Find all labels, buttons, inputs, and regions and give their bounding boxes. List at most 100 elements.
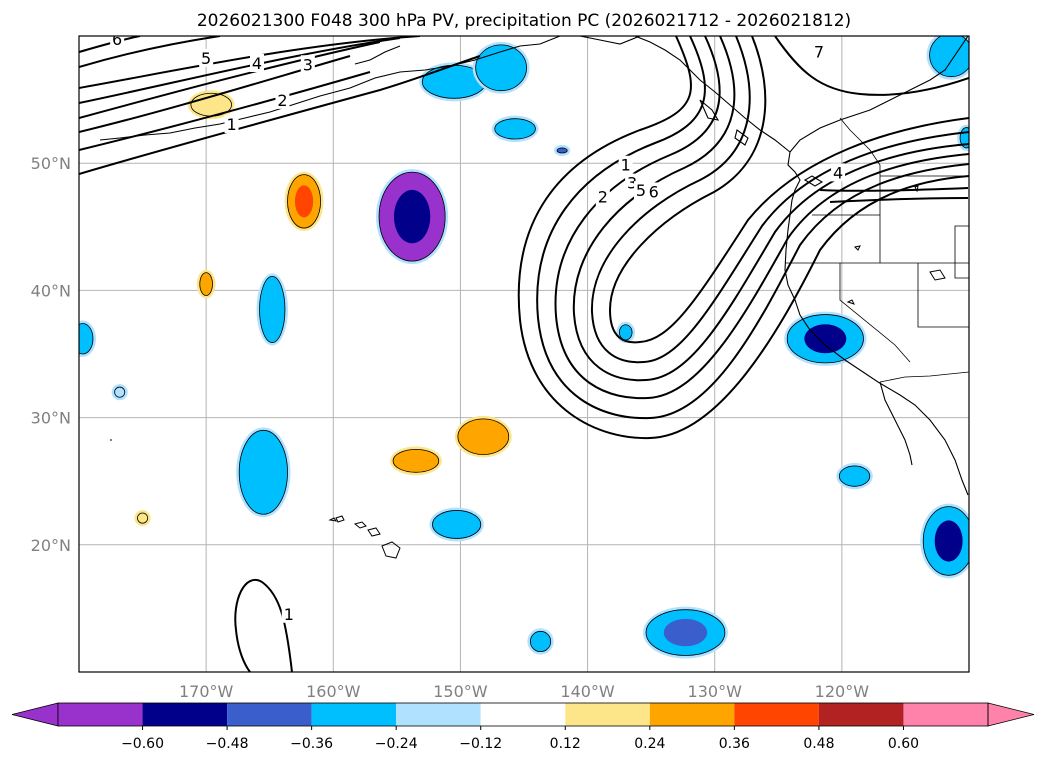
political-borders <box>785 117 969 383</box>
precip-blob-fill <box>529 630 552 653</box>
pv-contour-label: 6 <box>649 182 659 201</box>
colorbar: −0.60 −0.48 −0.36 −0.24 −0.12 0.12 0.24 0.36 0.4… <box>11 702 1035 752</box>
pv-contour-label: 4 <box>252 54 262 73</box>
colorbar-tick-label: −0.36 <box>290 736 333 752</box>
precip-blob-fill <box>259 276 286 343</box>
precip-blob-fill <box>556 147 568 154</box>
colorbar-bin <box>818 703 904 726</box>
precip-blob-core <box>663 618 708 647</box>
precip-blob <box>111 384 128 401</box>
precip-blob <box>527 628 554 655</box>
colorbar-bin <box>480 703 566 726</box>
precip-blob-core <box>934 520 963 562</box>
x-tick-label: 130°W <box>688 682 743 701</box>
precip-blob-fill <box>618 324 633 341</box>
colorbar-bin <box>142 703 228 726</box>
pv-contour-label: 2 <box>598 188 608 207</box>
pv-contour-label: 1 <box>621 156 631 175</box>
precip-blob <box>196 269 216 299</box>
precip-blob <box>79 320 96 357</box>
pv-label-bg <box>831 163 846 182</box>
map-frame <box>78 35 970 673</box>
colorbar-frame <box>57 702 989 727</box>
colorbar-tick-label: −0.60 <box>121 736 164 752</box>
pv-label-bg <box>633 181 648 200</box>
pv-contour-label: 5 <box>201 49 211 68</box>
pv-contour-label: 5 <box>636 181 646 200</box>
pv-contour-label: 6 <box>112 30 122 49</box>
pv-contour-label: 2 <box>277 91 287 110</box>
precip-blob <box>836 462 873 490</box>
axis-labels: 170°W 160°W 150°W 140°W 130°W 120°W 20°N 30°N 40… <box>31 154 870 701</box>
precip-blob <box>390 446 442 476</box>
pv-label-bg <box>250 53 264 72</box>
precip-blob-fill <box>238 429 288 515</box>
x-tick-label: 140°W <box>560 682 615 701</box>
pv-label-bg <box>199 48 214 67</box>
pv-label-bg <box>110 36 125 48</box>
colorbar-tick-label: 0.36 <box>719 736 750 752</box>
precip-blob-core <box>804 324 847 354</box>
precip-blob <box>284 171 324 232</box>
precip-blob-fill <box>838 465 871 487</box>
pv-contour-label: 1 <box>226 115 236 134</box>
pv-contour-label: 7 <box>814 43 824 62</box>
precip-blob <box>616 321 636 344</box>
precip-blob-fill <box>199 272 213 296</box>
precip-blob-fill <box>457 418 510 455</box>
colorbar-bin <box>396 703 481 726</box>
precip-blob <box>926 36 969 80</box>
pv-label-bg <box>646 182 661 201</box>
precip-blob-core <box>393 189 431 244</box>
precip-blob <box>454 415 512 458</box>
x-tick-label: 170°W <box>179 682 234 701</box>
colorbar-tick-label: 0.60 <box>888 736 919 752</box>
pv-label-bg <box>300 55 315 74</box>
colorbar-tick-label: −0.48 <box>206 736 249 752</box>
y-tick-label: 20°N <box>31 536 71 555</box>
chart-title: 2026021300 F048 300 hPa PV, precipitatio… <box>197 11 851 31</box>
colorbar-bin <box>649 703 735 726</box>
colorbar-tick-label: 0.24 <box>634 736 665 752</box>
precip-blob-fill <box>475 44 527 92</box>
colorbar-extend-low <box>11 702 59 727</box>
precip-blob-fill <box>929 36 969 78</box>
precip-blob <box>920 503 969 579</box>
y-tick-label: 30°N <box>31 409 71 428</box>
precip-blob <box>957 124 969 151</box>
precip-blob <box>554 144 571 157</box>
pv-label-bg <box>281 604 296 623</box>
precip-blob-fill <box>494 118 536 140</box>
precip-blob <box>134 510 151 527</box>
x-tick-label: 160°W <box>306 682 361 701</box>
x-tick-label: 120°W <box>815 682 870 701</box>
colorbar-extend-high <box>987 702 1035 727</box>
coastlines <box>99 36 969 496</box>
precip-blob-fill <box>392 448 440 473</box>
precipitation-field <box>79 36 969 659</box>
pv-contour-label: 1 <box>284 605 294 624</box>
pv-label-bg <box>224 115 239 134</box>
precip-blob <box>429 507 484 542</box>
pv-contour-label: 3 <box>627 174 637 193</box>
precip-blob-fill <box>114 386 126 398</box>
precip-blob <box>491 115 539 143</box>
precip-blob-fill <box>137 512 149 524</box>
colorbar-tick-label: 0.12 <box>550 736 581 752</box>
y-tick-label: 50°N <box>31 154 71 173</box>
pv-contours <box>79 36 969 672</box>
precip-blob-fill <box>79 323 94 355</box>
colorbar-bin <box>227 703 312 726</box>
precip-blob <box>236 427 291 518</box>
colorbar-bin <box>565 703 650 726</box>
pv-label-bg <box>811 42 826 61</box>
colorbar-bin <box>734 703 819 726</box>
precip-blob <box>472 41 530 94</box>
precip-blob <box>376 169 449 265</box>
pv-contour-label: 3 <box>303 55 313 74</box>
pv-label-bg <box>595 187 610 206</box>
precip-blob <box>784 311 867 366</box>
precip-blob <box>256 273 288 346</box>
